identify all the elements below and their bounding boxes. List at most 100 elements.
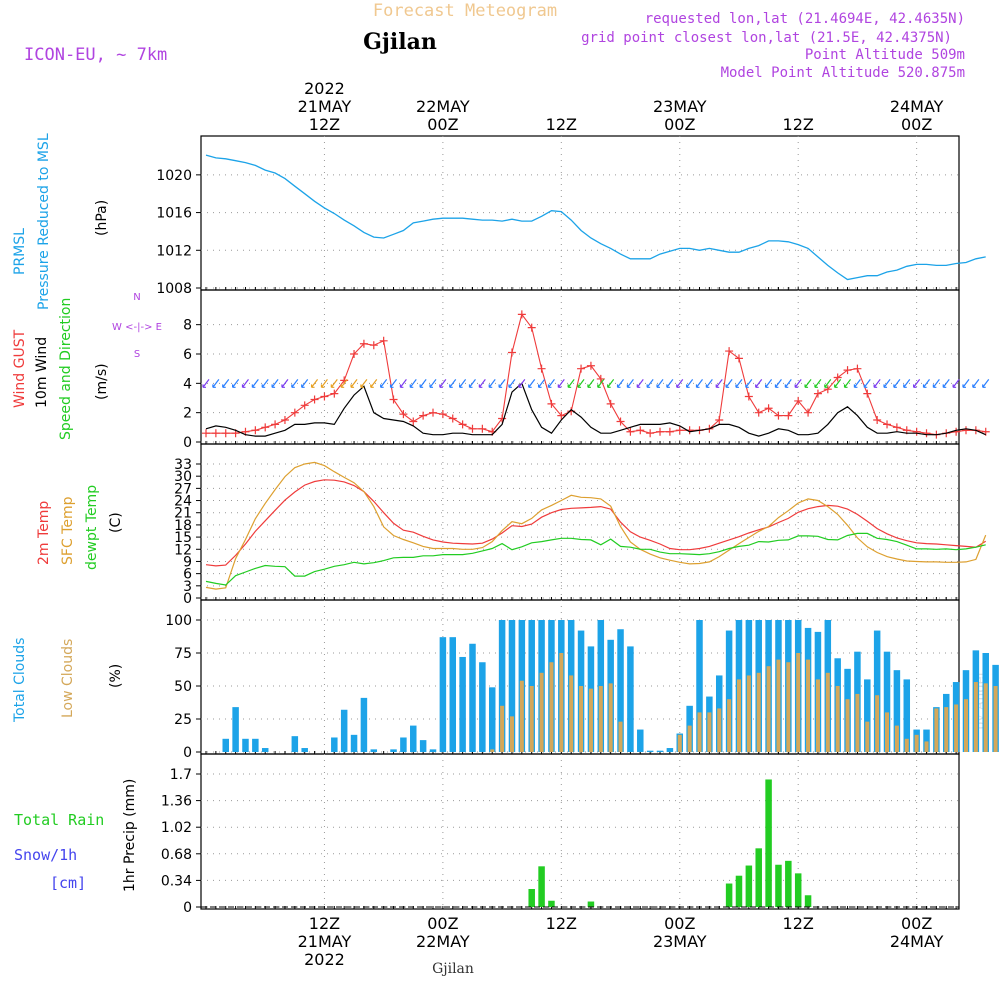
- y-tick-label: 50: [174, 679, 192, 695]
- total-cloud-bar: [923, 729, 930, 752]
- wind-arrow: [222, 378, 230, 388]
- total-clouds-label: Total Clouds: [12, 638, 28, 723]
- low-cloud-bar: [944, 707, 949, 752]
- low-cloud-bar: [687, 725, 692, 752]
- top-time-label: 12Z: [546, 115, 577, 134]
- y-tick-label: 1.7: [170, 767, 192, 783]
- low-cloud-bar: [934, 708, 939, 752]
- y-tick-label: 1016: [156, 206, 192, 222]
- panel-frame: [200, 289, 960, 445]
- wind-arrow: [676, 378, 684, 388]
- y-tick-label: 0: [183, 745, 192, 761]
- rain-label: Total Rain: [14, 811, 104, 829]
- gust-point: [537, 364, 546, 373]
- rain-bar: [775, 864, 782, 907]
- gust-point: [715, 416, 724, 424]
- sfc-label: SFC Temp: [60, 496, 76, 565]
- y-tick-label: 1012: [156, 243, 192, 259]
- gust-point: [498, 414, 507, 423]
- wind-arrow: [212, 378, 220, 388]
- low-cloud-bar: [993, 686, 998, 752]
- low-cloud-bar: [954, 704, 959, 752]
- rain-bar: [725, 883, 733, 907]
- top-time-label: 00Z: [427, 115, 458, 134]
- total-cloud-bar: [617, 629, 624, 752]
- low-cloud-bar: [519, 680, 524, 752]
- low-cloud-bar: [963, 699, 968, 752]
- wind-arrow: [824, 378, 832, 388]
- wind-arrow: [774, 378, 782, 388]
- low-cloud-bar: [588, 688, 593, 752]
- gust-point: [646, 429, 655, 438]
- bottom-time-label: 23MAY: [653, 932, 707, 951]
- wind-arrow: [607, 378, 615, 388]
- low-cloud-bar: [885, 712, 890, 752]
- y-tick-label: 100: [165, 613, 192, 629]
- wind-arrow: [863, 378, 871, 388]
- t2m-line: [205, 479, 987, 567]
- wind-arrow: [873, 378, 881, 388]
- gust-point: [912, 427, 921, 436]
- model-altitude: Model Point Altitude 520.875m: [721, 65, 965, 81]
- wind-arrow: [409, 378, 417, 388]
- wind-arrow: [745, 378, 753, 388]
- wind-arrow: [429, 378, 437, 388]
- y-tick-label: 1.02: [161, 820, 192, 836]
- y-tick-label: 0.68: [161, 847, 192, 863]
- wind-arrow: [380, 378, 388, 388]
- low-cloud-bar: [796, 653, 801, 752]
- gust-point: [961, 426, 970, 435]
- gust-point: [734, 354, 743, 363]
- gust-point: [468, 424, 477, 433]
- wind-arrow: [666, 378, 674, 388]
- precip-unit: 1hr Precip (mm): [122, 779, 138, 892]
- y-tick-label: 3: [183, 579, 192, 595]
- low-cloud-bar: [875, 695, 880, 752]
- total-cloud-bar: [488, 687, 496, 752]
- y-tick-label: 0.34: [161, 873, 192, 889]
- wind-arrow: [232, 378, 240, 388]
- total-cloud-bar: [232, 707, 239, 752]
- gust-point: [784, 411, 793, 420]
- rain-bar: [528, 889, 535, 907]
- gust-point: [202, 429, 210, 438]
- compass-n: N: [133, 292, 140, 303]
- y-tick-label: 27: [174, 481, 192, 497]
- low-cloud-bar: [717, 708, 722, 752]
- low-cloud-bar: [776, 659, 781, 752]
- gust-point: [813, 389, 822, 398]
- y-tick-label: 1008: [156, 281, 192, 297]
- gust-point: [261, 423, 270, 432]
- gust-label: Wind GUST: [12, 329, 28, 408]
- low-cloud-bar: [766, 666, 771, 752]
- total-cloud-bar: [725, 630, 733, 752]
- total-cloud-bar: [864, 679, 871, 752]
- total-cloud-bar: [903, 679, 911, 752]
- super-title: Forecast Meteogram: [373, 1, 557, 21]
- wind-arrow: [626, 378, 634, 388]
- low-cloud-bar: [500, 705, 505, 752]
- total-cloud-bar: [222, 738, 229, 752]
- wind-line: [205, 382, 986, 437]
- sfc-temp-line: [205, 461, 987, 590]
- y-tick-label: 6: [183, 567, 192, 583]
- wind-arrow: [202, 378, 210, 388]
- wind-arrow: [932, 378, 940, 388]
- y-tick-label: 4: [183, 376, 192, 392]
- y-tick-label: 30: [174, 469, 192, 485]
- gust-point: [922, 429, 931, 438]
- total-cloud-bar: [291, 736, 299, 752]
- wind-arrow: [587, 378, 595, 388]
- wind-arrow: [488, 378, 496, 388]
- bottom-time-label: 12Z: [309, 914, 340, 933]
- top-time-label: 23MAY: [653, 97, 707, 116]
- wind-arrow: [764, 378, 773, 388]
- wind-arrow: [301, 378, 309, 388]
- top-time-label: 00Z: [901, 115, 932, 134]
- gust-point: [725, 347, 734, 356]
- wind-arrow: [310, 378, 319, 388]
- wind-arrow: [794, 378, 802, 388]
- wind-arrow: [459, 378, 467, 388]
- clouds-unit: (%): [108, 664, 124, 688]
